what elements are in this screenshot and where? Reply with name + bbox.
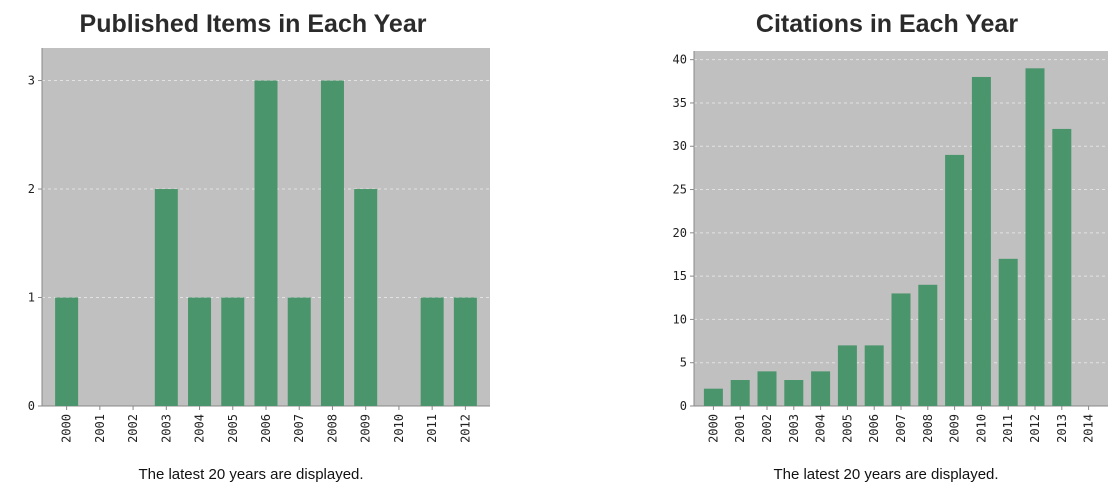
- chart2-xtick-label-2011: 2011: [1001, 414, 1015, 443]
- chart1-ytick-label: 0: [28, 399, 35, 413]
- chart2-xtick-label-2001: 2001: [733, 414, 747, 443]
- chart2-bar-2000: [703, 388, 723, 406]
- chart1-ytick-label: 1: [28, 291, 35, 305]
- chart2-title: Citations in Each Year: [755, 10, 1019, 38]
- chart2-bar-2003: [784, 380, 804, 406]
- chart2-bar-2008: [918, 284, 938, 406]
- chart1-xtick-label-2005: 2005: [226, 414, 240, 443]
- chart2-xtick-label-2009: 2009: [948, 414, 962, 443]
- chart2-xtick-label-2008: 2008: [921, 414, 935, 443]
- chart1-xtick-label-2007: 2007: [292, 414, 306, 443]
- chart2-xtick-label-2007: 2007: [894, 414, 908, 443]
- chart1-xtick-label-2008: 2008: [325, 414, 339, 443]
- chart2-bar-2002: [757, 371, 777, 406]
- chart2-xtick-label-2006: 2006: [867, 414, 881, 443]
- chart1-bar-2006: [254, 80, 278, 406]
- chart2-xtick-label-2013: 2013: [1055, 414, 1069, 443]
- chart1-xtick-label-2006: 2006: [259, 414, 273, 443]
- chart1-bar-2011: [420, 297, 444, 406]
- chart2-bar-2009: [945, 154, 965, 406]
- chart2-bar-2007: [891, 293, 911, 406]
- chart2-ytick-label: 30: [673, 139, 687, 153]
- chart2-ytick-label: 0: [680, 399, 687, 413]
- chart1-bar-2012: [453, 297, 477, 406]
- chart2-note: The latest 20 years are displayed.: [773, 466, 999, 483]
- chart1-xtick-label-2003: 2003: [159, 414, 173, 443]
- chart2-bar-2013: [1052, 128, 1072, 407]
- chart1-ytick-label: 2: [28, 182, 35, 196]
- chart1-bar-2003: [154, 189, 178, 406]
- chart1-ytick-label: 3: [28, 74, 35, 88]
- chart2-xtick-label-2012: 2012: [1028, 414, 1042, 443]
- chart2-xtick-label-2000: 2000: [706, 414, 720, 443]
- chart1-xtick-label-2001: 2001: [93, 414, 107, 443]
- chart2-bar-2001: [730, 380, 750, 406]
- chart1-xtick-label-2011: 2011: [425, 414, 439, 443]
- chart1-bar-2009: [354, 189, 378, 406]
- chart1-bar-2007: [287, 297, 311, 406]
- chart2-xtick-label-2010: 2010: [974, 414, 988, 443]
- chart2-bar-2006: [864, 345, 884, 406]
- chart2-bar-2012: [1025, 68, 1045, 406]
- chart2-bar-2010: [971, 76, 991, 406]
- chart2-ytick-label: 5: [680, 356, 687, 370]
- chart2-xtick-label-2003: 2003: [787, 414, 801, 443]
- chart1-xtick-label-2009: 2009: [359, 414, 373, 443]
- chart2-bar-2005: [837, 345, 857, 406]
- chart2-bar-2011: [998, 258, 1018, 406]
- chart1-xtick-label-2000: 2000: [60, 414, 74, 443]
- chart2-xtick-label-2014: 2014: [1082, 414, 1096, 443]
- chart1-bar-2005: [221, 297, 245, 406]
- chart1-xtick-label-2012: 2012: [458, 414, 472, 443]
- chart2-ytick-label: 10: [673, 312, 687, 326]
- chart1-bar-2004: [188, 297, 212, 406]
- chart1-bar-2008: [320, 80, 344, 406]
- chart2-xtick-label-2002: 2002: [760, 414, 774, 443]
- chart2-ytick-label: 20: [673, 226, 687, 240]
- chart2-ytick-label: 25: [673, 183, 687, 197]
- chart2-bar-2004: [811, 371, 831, 406]
- chart1-bar-2000: [55, 297, 79, 406]
- chart1-xtick-label-2002: 2002: [126, 414, 140, 443]
- chart2-ytick-label: 40: [673, 53, 687, 67]
- chart1-title: Published Items in Each Year: [79, 10, 427, 38]
- chart-citations: 0 5 10 15 20 25 30 35 40 2000 2001 2002 2003 2004 2005…: [673, 51, 1108, 443]
- chart2-xtick-label-2004: 2004: [814, 414, 828, 443]
- chart1-xtick-label-2004: 2004: [193, 414, 207, 443]
- chart2-xtick-label-2005: 2005: [840, 414, 854, 443]
- chart2-ytick-label: 15: [673, 269, 687, 283]
- chart1-xtick-label-2010: 2010: [392, 414, 406, 443]
- chart2-ytick-label: 35: [673, 96, 687, 110]
- chart-published-items: 0 1 2 3 2000 2001 2002 2003 2004 2005 2006 2007 2008…: [28, 48, 490, 443]
- chart1-note: The latest 20 years are displayed.: [138, 466, 364, 483]
